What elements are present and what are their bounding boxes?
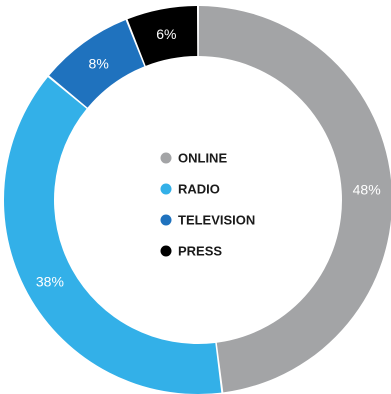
slice-radio bbox=[4, 77, 222, 394]
slice-labels: 48% 38% 8% 6% bbox=[36, 26, 381, 289]
legend-marker-radio bbox=[160, 183, 172, 195]
donut-slices bbox=[4, 6, 391, 394]
slice-label-press: 6% bbox=[156, 26, 176, 42]
slice-label-radio: 38% bbox=[36, 273, 64, 289]
slice-online bbox=[198, 6, 391, 393]
legend-marker-television bbox=[160, 214, 172, 226]
legend-label-press: PRESS bbox=[178, 244, 222, 259]
legend-label-radio: RADIO bbox=[178, 182, 220, 197]
slice-press bbox=[127, 6, 198, 66]
slice-television bbox=[49, 19, 145, 108]
legend-label-television: TELEVISION bbox=[178, 213, 255, 228]
legend: ONLINE RADIO TELEVISION PRESS bbox=[160, 151, 255, 259]
legend-marker-press bbox=[160, 245, 172, 257]
legend-label-online: ONLINE bbox=[178, 151, 227, 166]
slice-label-television: 8% bbox=[89, 55, 109, 71]
slice-label-online: 48% bbox=[353, 181, 381, 197]
legend-marker-online bbox=[160, 152, 172, 164]
